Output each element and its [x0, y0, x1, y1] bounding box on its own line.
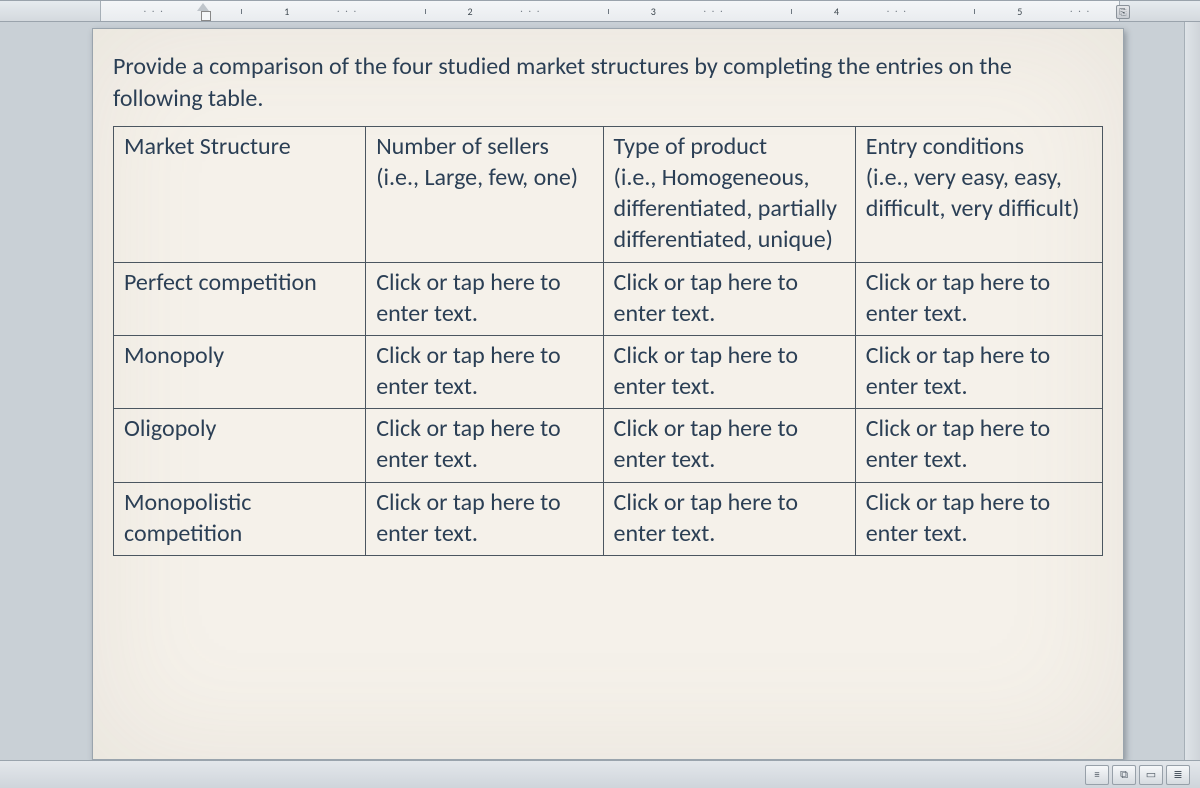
row-label-monopoly: Monopoly — [114, 335, 366, 408]
table-row: Perfect competition Click or tap here to… — [114, 262, 1103, 335]
table-row: Oligopoly Click or tap here to enter tex… — [114, 409, 1103, 482]
header-entry-conditions: Entry conditions (i.e., very easy, easy,… — [855, 126, 1102, 262]
ruler-track[interactable]: · · · 1 · · · 2 · · · 3 · · · 4 · · · 5 … — [100, 1, 1120, 21]
row-label-monopolistic-competition: Monopolistic competition — [114, 482, 366, 555]
status-bar: ≡ ⧉ ▭ ≣ — [0, 760, 1200, 788]
document-page: Provide a comparison of the four studied… — [92, 28, 1124, 760]
tab-stop-marker-icon[interactable] — [201, 11, 211, 21]
input-placeholder[interactable]: Click or tap here to enter text. — [366, 409, 603, 482]
input-placeholder[interactable]: Click or tap here to enter text. — [603, 335, 855, 408]
market-structure-table: Market Structure Number of sellers (i.e.… — [113, 126, 1103, 556]
instruction-text: Provide a comparison of the four studied… — [113, 51, 1103, 116]
ruler-number: 5 — [1017, 5, 1022, 18]
row-label-perfect-competition: Perfect competition — [114, 262, 366, 335]
ruler-number: 4 — [834, 5, 839, 18]
input-placeholder[interactable]: Click or tap here to enter text. — [366, 335, 603, 408]
horizontal-ruler[interactable]: · · · 1 · · · 2 · · · 3 · · · 4 · · · 5 … — [0, 0, 1200, 22]
full-screen-reading-view-icon[interactable]: ⧉ — [1112, 765, 1136, 785]
table-row: Monopolistic competition Click or tap he… — [114, 482, 1103, 555]
ruler-number: 1 — [284, 5, 289, 18]
ruler-number: 2 — [467, 5, 472, 18]
left-indent-marker-icon[interactable] — [197, 3, 209, 11]
web-layout-view-icon[interactable]: ▭ — [1139, 765, 1163, 785]
vertical-scrollbar[interactable] — [1184, 22, 1200, 760]
outline-view-icon[interactable]: ≣ — [1166, 765, 1190, 785]
view-mode-buttons: ≡ ⧉ ▭ ≣ — [1085, 765, 1190, 785]
input-placeholder[interactable]: Click or tap here to enter text. — [603, 482, 855, 555]
input-placeholder[interactable]: Click or tap here to enter text. — [855, 482, 1102, 555]
input-placeholder[interactable]: Click or tap here to enter text. — [855, 335, 1102, 408]
table-header-row: Market Structure Number of sellers (i.e.… — [114, 126, 1103, 262]
input-placeholder[interactable]: Click or tap here to enter text. — [855, 262, 1102, 335]
input-placeholder[interactable]: Click or tap here to enter text. — [366, 262, 603, 335]
table-row: Monopoly Click or tap here to enter text… — [114, 335, 1103, 408]
print-layout-view-icon[interactable]: ≡ — [1085, 765, 1109, 785]
input-placeholder[interactable]: Click or tap here to enter text. — [603, 409, 855, 482]
document-workspace: Provide a comparison of the four studied… — [0, 22, 1200, 760]
header-type-of-product: Type of product (i.e., Homogeneous, diff… — [603, 126, 855, 262]
ruler-number: 3 — [651, 5, 656, 18]
row-label-oligopoly: Oligopoly — [114, 409, 366, 482]
input-placeholder[interactable]: Click or tap here to enter text. — [603, 262, 855, 335]
input-placeholder[interactable]: Click or tap here to enter text. — [366, 482, 603, 555]
header-market-structure: Market Structure — [114, 126, 366, 262]
input-placeholder[interactable]: Click or tap here to enter text. — [855, 409, 1102, 482]
header-number-of-sellers: Number of sellers (i.e., Large, few, one… — [366, 126, 603, 262]
ruler-right-button-icon[interactable]: ⎘ — [1116, 5, 1130, 19]
